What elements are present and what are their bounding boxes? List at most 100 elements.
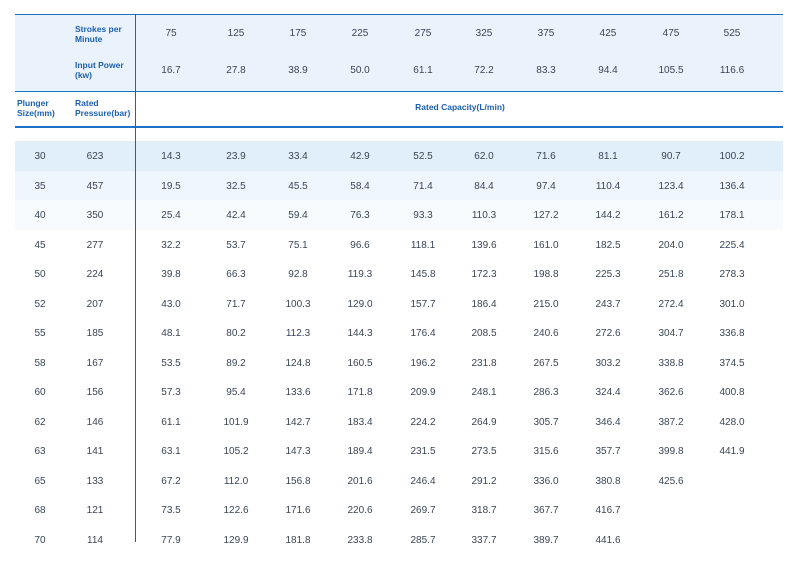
capacity-cell: 176.4 <box>410 328 436 339</box>
column-divider <box>135 14 136 542</box>
rated-pressure-cell: 141 <box>86 446 104 457</box>
capacity-cell: 81.1 <box>598 151 618 162</box>
capacity-cell: 161.2 <box>658 210 684 221</box>
capacity-cell: 145.8 <box>410 269 436 280</box>
capacity-cell: 278.3 <box>719 269 745 280</box>
plunger-size-cell: 65 <box>34 475 46 487</box>
capacity-cell: 118.1 <box>410 239 436 251</box>
capacity-cell: 52.5 <box>413 151 433 162</box>
capacity-cell: 39.8 <box>161 269 181 280</box>
power-value: 105.5 <box>658 65 684 76</box>
label-band <box>15 91 783 139</box>
capacity-cell: 53.5 <box>161 357 181 369</box>
power-value: 16.7 <box>161 65 181 76</box>
capacity-cell: 71.7 <box>226 298 246 310</box>
capacity-cell: 337.7 <box>471 534 497 546</box>
capacity-cell: 73.5 <box>161 505 181 516</box>
capacity-cell: 45.5 <box>288 180 308 192</box>
capacity-cell: 129.0 <box>347 298 373 310</box>
power-value: 50.0 <box>350 65 370 76</box>
rated-pressure-cell: 457 <box>86 180 104 192</box>
power-value: 38.9 <box>288 65 308 76</box>
plunger-size-cell: 58 <box>34 357 46 369</box>
rated-pressure-cell: 121 <box>86 505 104 516</box>
capacity-cell: 43.0 <box>161 298 181 310</box>
capacity-cell: 286.3 <box>533 387 559 398</box>
strokes-value: 475 <box>662 28 680 39</box>
capacity-cell: 441.6 <box>595 534 621 546</box>
rated-pressure-cell: 623 <box>86 151 104 162</box>
body-rule <box>15 126 783 128</box>
rated-pressure-cell: 277 <box>86 239 104 251</box>
capacity-cell: 269.7 <box>410 505 436 516</box>
power-value: 116.6 <box>719 65 745 76</box>
plunger-size-cell: 52 <box>34 298 46 310</box>
capacity-cell: 273.5 <box>471 446 497 457</box>
capacity-cell: 76.3 <box>350 210 370 221</box>
capacity-cell: 209.9 <box>410 387 436 398</box>
capacity-cell: 119.3 <box>347 269 373 280</box>
capacity-cell: 301.0 <box>719 298 745 310</box>
capacity-cell: 110.4 <box>595 180 621 192</box>
capacity-cell: 338.8 <box>658 357 684 369</box>
rated-pressure-cell: 133 <box>86 475 104 487</box>
plunger-size-label: Plunger Size(mm) <box>17 98 55 118</box>
capacity-cell: 139.6 <box>471 239 497 251</box>
capacity-cell: 42.9 <box>350 151 370 162</box>
power-value: 94.4 <box>598 65 618 76</box>
strokes-value: 275 <box>414 28 432 39</box>
plunger-size-cell: 55 <box>34 328 46 339</box>
capacity-cell: 100.2 <box>719 151 745 162</box>
capacity-cell: 67.2 <box>161 475 181 487</box>
capacity-cell: 389.7 <box>533 534 559 546</box>
capacity-cell: 291.2 <box>471 475 497 487</box>
capacity-cell: 48.1 <box>161 328 181 339</box>
capacity-cell: 374.5 <box>719 357 745 369</box>
capacity-cell: 147.3 <box>285 446 311 457</box>
header-band <box>15 14 783 91</box>
capacity-cell: 246.4 <box>410 475 436 487</box>
capacity-cell: 105.2 <box>223 446 249 457</box>
plunger-size-cell: 62 <box>34 416 46 428</box>
capacity-cell: 400.8 <box>719 387 745 398</box>
capacity-cell: 123.4 <box>658 180 684 192</box>
capacity-cell: 89.2 <box>226 357 246 369</box>
capacity-cell: 182.5 <box>595 239 621 251</box>
capacity-cell: 161.0 <box>533 239 559 251</box>
capacity-cell: 136.4 <box>719 180 745 192</box>
input-power-label: Input Power (kw) <box>75 60 124 80</box>
capacity-cell: 124.8 <box>285 357 311 369</box>
capacity-cell: 58.4 <box>350 180 370 192</box>
row-highlight-band <box>15 141 783 171</box>
capacity-cell: 84.4 <box>474 180 494 192</box>
strokes-value: 525 <box>723 28 741 39</box>
capacity-cell: 19.5 <box>161 180 181 192</box>
plunger-size-cell: 60 <box>34 387 46 398</box>
capacity-cell: 63.1 <box>161 446 181 457</box>
rated-pressure-cell: 114 <box>87 534 103 546</box>
capacity-cell: 204.0 <box>658 239 684 251</box>
capacity-cell: 59.4 <box>288 210 308 221</box>
capacity-cell: 186.4 <box>471 298 497 310</box>
capacity-cell: 196.2 <box>410 357 436 369</box>
rated-capacity-label: Rated Capacity(L/min) <box>415 102 505 112</box>
capacity-cell: 336.8 <box>719 328 745 339</box>
capacity-cell: 66.3 <box>226 269 246 280</box>
capacity-cell: 367.7 <box>533 505 559 516</box>
capacity-cell: 77.9 <box>161 534 181 546</box>
plunger-size-cell: 50 <box>34 269 46 280</box>
strokes-value: 425 <box>599 28 617 39</box>
capacity-cell: 32.5 <box>226 180 246 192</box>
capacity-cell: 96.6 <box>350 239 370 251</box>
capacity-cell: 14.3 <box>161 151 181 162</box>
strokes-value: 225 <box>351 28 369 39</box>
capacity-cell: 90.7 <box>661 151 681 162</box>
capacity-cell: 75.1 <box>288 239 308 251</box>
capacity-cell: 112.3 <box>285 328 311 339</box>
rated-pressure-cell: 207 <box>86 298 104 310</box>
capacity-cell: 61.1 <box>161 416 181 428</box>
capacity-cell: 251.8 <box>658 269 684 280</box>
capacity-cell: 233.8 <box>347 534 373 546</box>
capacity-cell: 178.1 <box>719 210 745 221</box>
capacity-cell: 272.4 <box>658 298 684 310</box>
